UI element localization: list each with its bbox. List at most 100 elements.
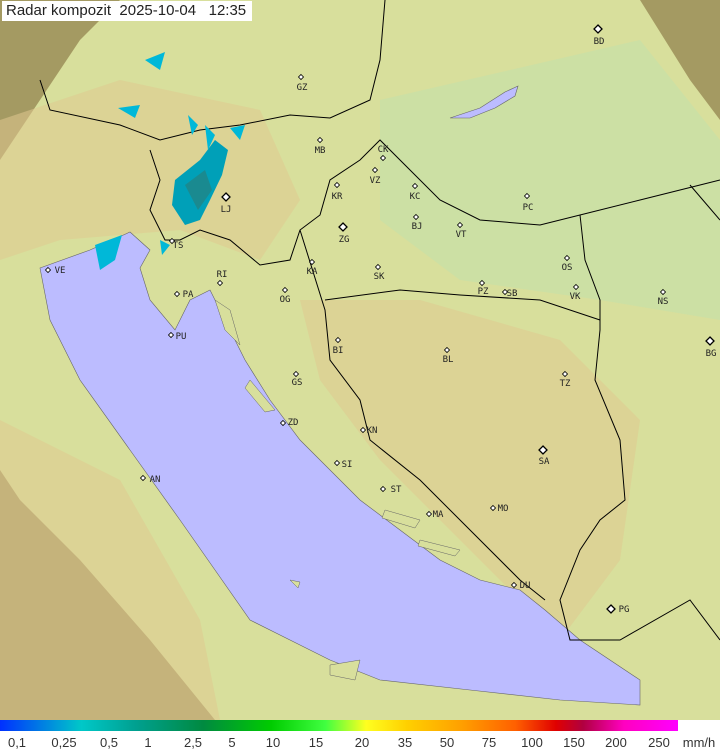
city-marker-icon xyxy=(412,213,420,221)
lake-balaton xyxy=(449,85,519,119)
city-marker-icon xyxy=(279,419,287,427)
highlands xyxy=(0,80,640,720)
city-marker-icon xyxy=(411,182,419,190)
city-label: KN xyxy=(367,426,378,436)
city-marker-icon xyxy=(173,290,181,298)
city-label: SA xyxy=(539,457,550,467)
city-markers: GZ BD MB CK VZ KR KC PC LJ TS ZG BJ VT VE RI KA SK OS PA OG… xyxy=(44,24,717,615)
city-label: MB xyxy=(315,146,326,156)
radar-map[interactable]: GZ BD MB CK VZ KR KC PC LJ TS ZG BJ VT VE RI KA SK OS PA OG… xyxy=(0,0,720,720)
scale-tick: 50 xyxy=(439,735,455,750)
city-label: PC xyxy=(523,203,534,213)
city-marker-icon xyxy=(705,336,715,346)
city-label: VT xyxy=(456,230,467,240)
scale-tick: 200 xyxy=(605,735,627,750)
city-marker-icon xyxy=(443,346,451,354)
city-marker-icon xyxy=(379,154,387,162)
city-marker-icon xyxy=(44,266,52,274)
city-marker-icon xyxy=(456,221,464,229)
city-marker-icon xyxy=(371,166,379,174)
scale-tick: 0,1 xyxy=(7,735,27,750)
city-label: RI xyxy=(217,270,228,280)
city-marker-icon xyxy=(561,370,569,378)
scale-tick: 0,5 xyxy=(99,735,119,750)
city-marker-icon xyxy=(478,279,486,287)
city-label: ST xyxy=(391,485,402,495)
scale-tick: 15 xyxy=(308,735,324,750)
city-label: PU xyxy=(176,332,187,342)
city-label: CK xyxy=(378,145,389,155)
city-marker-icon xyxy=(374,263,382,271)
city-label: ZG xyxy=(339,235,350,245)
scale-tick: 150 xyxy=(563,735,585,750)
city-label: PG xyxy=(619,605,630,615)
city-label: TS xyxy=(173,241,184,251)
city-marker-icon xyxy=(425,510,433,518)
city-label: OS xyxy=(562,263,573,273)
city-label: SK xyxy=(374,272,385,282)
city-label: VZ xyxy=(370,176,381,186)
city-label: BG xyxy=(706,349,717,359)
city-marker-icon xyxy=(501,288,509,296)
city-label: LJ xyxy=(221,205,232,215)
city-label: AN xyxy=(150,475,161,485)
scale-tick: 2,5 xyxy=(183,735,203,750)
city-marker-icon xyxy=(563,254,571,262)
scale-tick: 0,25 xyxy=(51,735,77,750)
city-marker-icon xyxy=(338,222,348,232)
scale-tick: 20 xyxy=(354,735,370,750)
city-marker-icon xyxy=(538,445,548,455)
city-marker-icon xyxy=(167,331,175,339)
city-label: BD xyxy=(594,37,605,47)
city-marker-icon xyxy=(316,136,324,144)
city-marker-icon xyxy=(334,336,342,344)
city-label: SI xyxy=(342,460,353,470)
city-label: SB xyxy=(507,289,518,299)
city-marker-icon xyxy=(659,288,667,296)
city-marker-icon xyxy=(333,459,341,467)
city-marker-icon xyxy=(297,73,305,81)
city-label: BL xyxy=(443,355,454,365)
city-label: VK xyxy=(570,292,581,302)
city-marker-icon xyxy=(139,474,147,482)
scale-tick: 100 xyxy=(521,735,543,750)
adriatic-sea xyxy=(39,231,641,706)
city-marker-icon xyxy=(593,24,603,34)
city-label: BI xyxy=(333,346,344,356)
city-label: PA xyxy=(183,290,194,300)
city-label: MO xyxy=(498,504,509,514)
city-marker-icon xyxy=(308,258,316,266)
city-label: OG xyxy=(280,295,291,305)
city-label: KC xyxy=(410,192,421,202)
city-marker-icon xyxy=(489,504,497,512)
city-marker-icon xyxy=(379,485,387,493)
city-label: GS xyxy=(292,378,303,388)
city-marker-icon xyxy=(359,426,367,434)
city-label: KA xyxy=(307,267,318,277)
city-marker-icon xyxy=(572,283,580,291)
scale-tick: 10 xyxy=(265,735,281,750)
city-label: MA xyxy=(433,510,444,520)
city-marker-icon xyxy=(292,370,300,378)
scale-unit: mm/h xyxy=(682,735,716,750)
city-label: DU xyxy=(520,581,531,591)
scale-tick: 250 xyxy=(648,735,670,750)
scale-tick: 5 xyxy=(228,735,236,750)
city-label: PZ xyxy=(478,287,489,297)
city-marker-icon xyxy=(606,604,616,614)
city-label: NS xyxy=(658,297,669,307)
city-marker-icon xyxy=(221,192,231,202)
scale-tick: 1 xyxy=(144,735,152,750)
city-marker-icon xyxy=(281,286,289,294)
scale-tick-labels: 0,1 0,25 0,5 1 2,5 5 10 15 20 35 50 75 100 150 200 250 m… xyxy=(0,735,720,751)
city-label: GZ xyxy=(297,83,308,93)
city-label: BJ xyxy=(412,222,423,232)
city-label: KR xyxy=(332,192,343,202)
city-marker-icon xyxy=(523,192,531,200)
city-label: TZ xyxy=(560,379,571,389)
scale-tick: 35 xyxy=(397,735,413,750)
city-marker-icon xyxy=(510,581,518,589)
precipitation-color-scale xyxy=(0,720,678,731)
pannonian-plain xyxy=(380,40,720,320)
city-marker-icon xyxy=(168,237,176,245)
